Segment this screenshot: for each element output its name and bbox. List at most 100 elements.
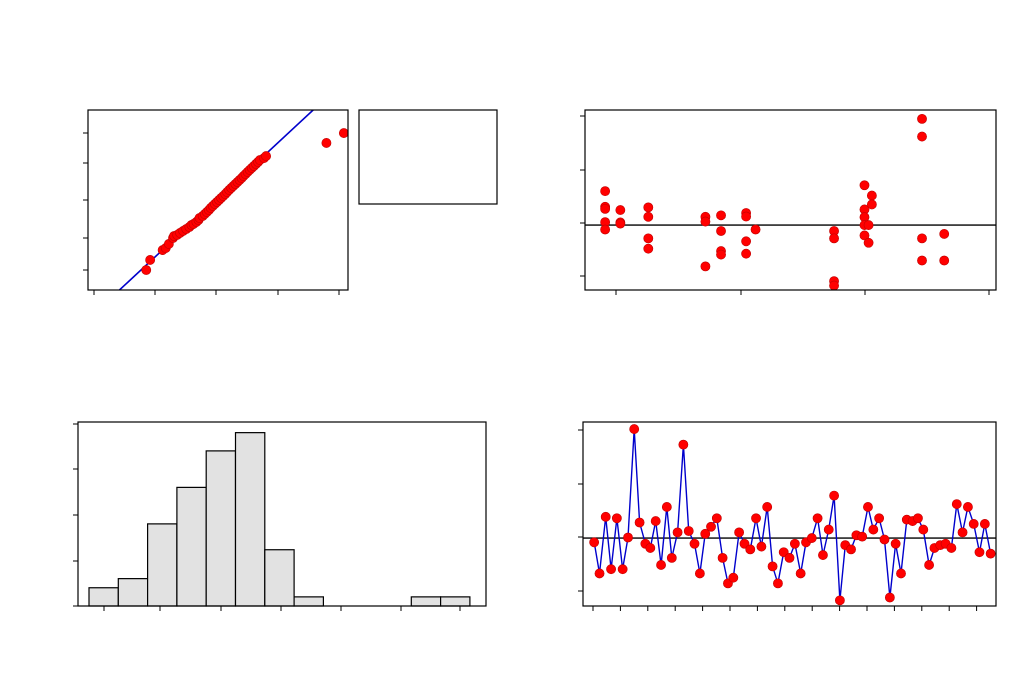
order-point-8 bbox=[634, 517, 645, 528]
order-point-37 bbox=[795, 568, 806, 579]
fits-point-13 bbox=[700, 216, 711, 227]
order-point-18 bbox=[689, 538, 700, 549]
order-point-12 bbox=[656, 560, 666, 570]
order-point-66 bbox=[957, 527, 968, 538]
histogram-bar-6 bbox=[264, 549, 295, 607]
fits-point-0 bbox=[600, 186, 611, 197]
fits-point-10 bbox=[643, 233, 654, 244]
fits-point-20 bbox=[741, 211, 752, 222]
order-point-10 bbox=[645, 543, 656, 553]
order-point-6 bbox=[623, 532, 633, 543]
order-point-60 bbox=[924, 560, 934, 570]
order-point-65 bbox=[951, 499, 962, 509]
histogram-plot bbox=[73, 421, 487, 611]
order-point-32 bbox=[767, 561, 778, 572]
order-point-20 bbox=[700, 528, 711, 539]
fits-point-33 bbox=[863, 237, 874, 248]
order-point-30 bbox=[756, 541, 767, 552]
order-series-line bbox=[593, 429, 992, 601]
histogram-bar-3 bbox=[176, 486, 207, 607]
order-point-70 bbox=[979, 519, 990, 529]
order-point-17 bbox=[683, 526, 694, 536]
fits-point-23 bbox=[750, 224, 761, 235]
residuals-vs-order-plot bbox=[578, 421, 997, 611]
fits-point-2 bbox=[600, 203, 611, 214]
fits-point-21 bbox=[741, 236, 752, 247]
residuals-vs-order-frame bbox=[582, 421, 997, 607]
histogram-bar-11 bbox=[410, 596, 442, 607]
order-point-31 bbox=[762, 502, 773, 512]
order-point-13 bbox=[661, 502, 672, 512]
order-point-16 bbox=[678, 439, 689, 450]
fits-point-37 bbox=[917, 113, 927, 124]
order-point-50 bbox=[868, 524, 879, 535]
order-point-23 bbox=[717, 552, 728, 563]
order-point-21 bbox=[706, 521, 716, 532]
order-point-25 bbox=[728, 572, 739, 583]
order-point-19 bbox=[694, 568, 705, 579]
order-point-1 bbox=[594, 568, 605, 579]
order-point-35 bbox=[784, 552, 795, 563]
order-point-2 bbox=[600, 511, 611, 522]
fits-point-7 bbox=[615, 218, 626, 229]
order-point-64 bbox=[946, 543, 957, 553]
order-point-59 bbox=[918, 524, 929, 535]
statistics-box-frame bbox=[358, 109, 498, 205]
order-point-58 bbox=[913, 513, 923, 524]
fits-point-5 bbox=[615, 205, 626, 215]
fits-point-34 bbox=[863, 220, 874, 230]
fits-point-16 bbox=[716, 226, 726, 236]
order-point-4 bbox=[611, 513, 622, 524]
order-point-54 bbox=[890, 538, 901, 549]
histogram-bar-0 bbox=[88, 587, 119, 607]
histogram-bar-5 bbox=[234, 432, 266, 607]
fits-point-9 bbox=[643, 211, 654, 222]
probability-point-48 bbox=[321, 138, 332, 148]
histogram-frame bbox=[77, 421, 487, 607]
order-point-33 bbox=[773, 578, 783, 589]
order-point-46 bbox=[846, 544, 856, 555]
order-point-22 bbox=[711, 513, 722, 524]
order-point-68 bbox=[968, 519, 979, 529]
fits-point-14 bbox=[700, 261, 711, 272]
order-point-67 bbox=[963, 502, 973, 512]
fits-point-32 bbox=[859, 230, 870, 241]
fits-point-8 bbox=[643, 202, 654, 213]
statistics-box bbox=[358, 109, 498, 205]
order-point-69 bbox=[974, 547, 985, 558]
probability-point-47 bbox=[261, 151, 271, 161]
residuals-vs-fits-plot bbox=[580, 109, 997, 295]
order-point-11 bbox=[650, 516, 661, 526]
fits-point-25 bbox=[829, 233, 839, 244]
fits-point-15 bbox=[716, 210, 726, 221]
order-point-3 bbox=[606, 564, 616, 575]
fits-point-28 bbox=[859, 180, 870, 191]
order-point-42 bbox=[823, 524, 834, 535]
order-point-53 bbox=[884, 592, 895, 603]
histogram-bar-4 bbox=[205, 450, 237, 607]
order-point-14 bbox=[666, 552, 677, 563]
histogram-bar-12 bbox=[440, 596, 471, 607]
order-point-36 bbox=[789, 538, 800, 549]
order-point-39 bbox=[806, 533, 817, 543]
order-point-52 bbox=[879, 534, 890, 545]
order-point-49 bbox=[863, 502, 873, 512]
fits-point-27 bbox=[829, 280, 839, 291]
fits-point-18 bbox=[716, 249, 726, 260]
fits-point-36 bbox=[866, 199, 877, 210]
fits-point-40 bbox=[917, 255, 927, 266]
residuals-vs-fits-frame bbox=[584, 109, 997, 291]
order-point-7 bbox=[629, 424, 640, 434]
order-point-44 bbox=[834, 595, 845, 606]
order-point-0 bbox=[589, 537, 600, 548]
probability-point-49 bbox=[338, 128, 348, 138]
order-point-26 bbox=[734, 527, 745, 538]
fits-point-39 bbox=[917, 233, 927, 244]
fits-point-11 bbox=[643, 243, 654, 254]
fits-point-35 bbox=[866, 190, 877, 201]
order-point-71 bbox=[985, 548, 996, 559]
fits-point-41 bbox=[939, 229, 950, 239]
order-point-48 bbox=[857, 531, 868, 542]
order-point-15 bbox=[672, 527, 683, 538]
